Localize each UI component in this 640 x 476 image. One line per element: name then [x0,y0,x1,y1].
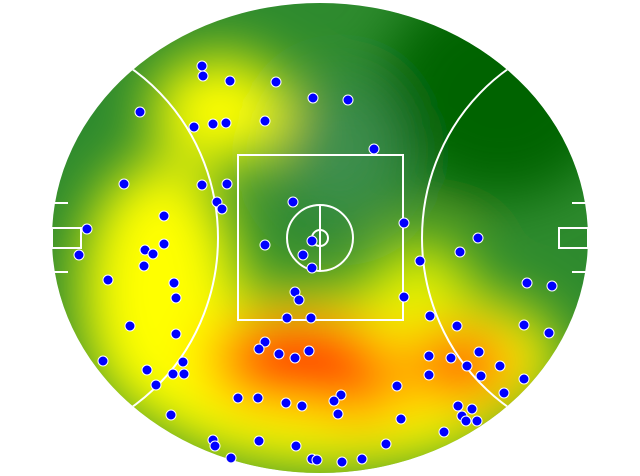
point [424,310,436,322]
point [307,92,319,104]
point [253,343,265,355]
point [546,280,558,292]
point [454,246,466,258]
point [342,94,354,106]
point [97,355,109,367]
point [196,60,208,72]
point [398,291,410,303]
point [475,370,487,382]
point [138,260,150,272]
point [466,403,478,415]
point [281,312,293,324]
point [494,360,506,372]
point [259,239,271,251]
point [311,454,323,466]
point [328,395,340,407]
point [296,400,308,412]
point [168,277,180,289]
point [270,76,282,88]
point [158,238,170,250]
point [518,319,530,331]
point [147,248,159,260]
point [335,389,347,401]
point [451,320,463,332]
point [473,346,485,358]
point [134,106,146,118]
point [368,143,380,155]
heatmap [52,3,588,473]
point [290,440,302,452]
point [289,352,301,364]
point [445,352,457,364]
point [460,415,472,427]
point [81,223,93,235]
point [141,364,153,376]
point [253,435,265,447]
point [188,121,200,133]
point [102,274,114,286]
point [232,392,244,404]
point [209,440,221,452]
point [259,336,271,348]
point [293,294,305,306]
point [220,117,232,129]
point [224,75,236,87]
point [287,196,299,208]
point [124,320,136,332]
point [259,115,271,127]
point [252,392,264,404]
point [207,118,219,130]
point [303,345,315,357]
point [395,413,407,425]
point [391,380,403,392]
point [165,409,177,421]
point [73,249,85,261]
point [452,400,464,412]
point [273,348,285,360]
point [518,373,530,385]
point [543,327,555,339]
point [280,397,292,409]
point [221,178,233,190]
point [438,426,450,438]
point [398,217,410,229]
point [158,210,170,222]
point [306,235,318,247]
field-lines [51,32,589,444]
point [380,438,392,450]
point [216,203,228,215]
point [177,356,189,368]
point [225,452,237,464]
point [196,179,208,191]
point [118,178,130,190]
point [306,262,318,274]
point [170,292,182,304]
point [472,232,484,244]
point [167,368,179,380]
point [471,415,483,427]
point [305,312,317,324]
point [178,368,190,380]
point [332,408,344,420]
point [170,328,182,340]
point [498,387,510,399]
point [461,360,473,372]
point [521,277,533,289]
point [297,249,309,261]
point [336,456,348,468]
point [150,379,162,391]
point [423,369,435,381]
point [414,255,426,267]
point [423,350,435,362]
point [197,70,209,82]
point [356,453,368,465]
